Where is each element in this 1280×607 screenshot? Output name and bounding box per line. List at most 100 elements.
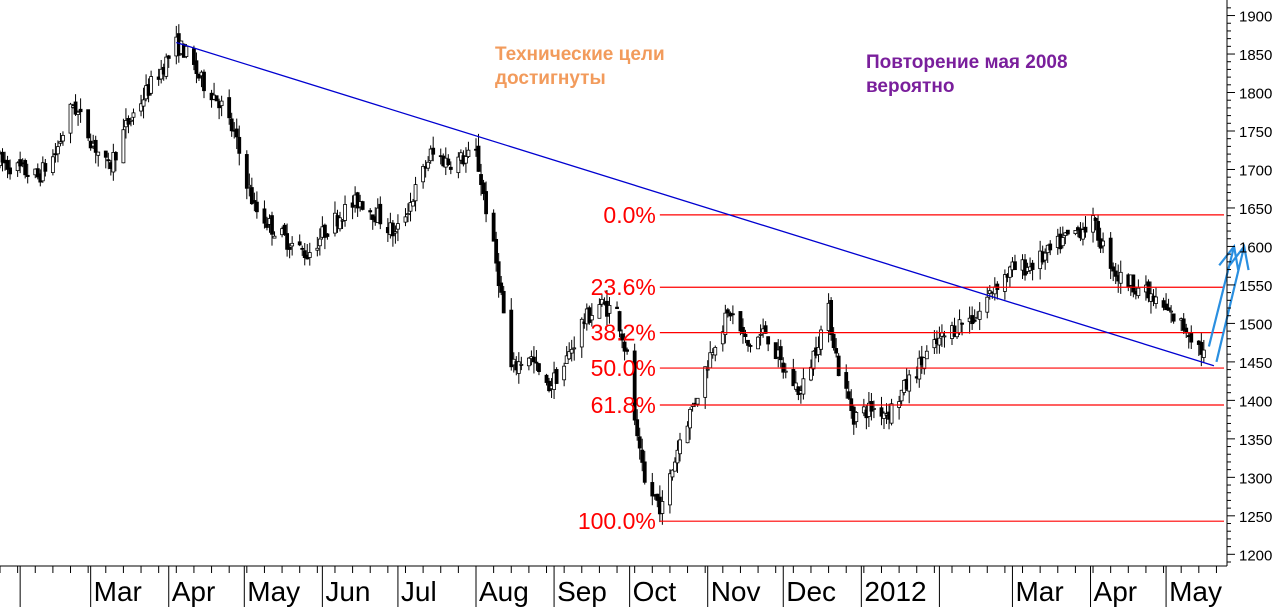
candle bbox=[290, 236, 295, 256]
candle bbox=[562, 362, 567, 387]
candle bbox=[265, 216, 269, 231]
candle bbox=[793, 370, 798, 392]
candle bbox=[491, 209, 496, 242]
y-tick-label: 1200 bbox=[1239, 547, 1272, 564]
candle bbox=[673, 457, 677, 472]
candle bbox=[622, 333, 627, 361]
candle bbox=[166, 54, 171, 68]
candle bbox=[537, 362, 541, 376]
candle bbox=[1101, 232, 1106, 254]
y-tick-label: 1600 bbox=[1239, 239, 1272, 256]
y-tick-label: 1650 bbox=[1239, 201, 1272, 218]
candle bbox=[229, 112, 234, 137]
candle bbox=[637, 427, 642, 460]
candle bbox=[421, 163, 426, 189]
candle bbox=[237, 125, 242, 166]
candle bbox=[86, 109, 91, 141]
x-tick-label: Apr bbox=[172, 576, 216, 607]
candle bbox=[572, 336, 577, 361]
candle bbox=[1136, 279, 1141, 299]
candle bbox=[854, 411, 859, 428]
candle bbox=[103, 150, 108, 169]
candle bbox=[106, 152, 111, 170]
candle bbox=[567, 342, 572, 360]
candle bbox=[408, 192, 413, 222]
candle bbox=[600, 294, 604, 307]
candle bbox=[564, 346, 569, 364]
candle bbox=[202, 69, 206, 99]
candle bbox=[1073, 230, 1078, 236]
y-tick-label: 1850 bbox=[1239, 47, 1272, 64]
candle bbox=[1060, 226, 1065, 249]
fib-level-label: 0.0% bbox=[603, 202, 655, 228]
candle bbox=[411, 198, 415, 207]
candle bbox=[723, 304, 728, 344]
candle bbox=[534, 350, 539, 371]
candle bbox=[262, 200, 267, 229]
candle bbox=[53, 143, 58, 163]
x-tick-label: Mar bbox=[1015, 576, 1063, 607]
candle bbox=[56, 140, 60, 163]
candle bbox=[748, 343, 753, 353]
candle bbox=[1002, 269, 1007, 300]
candle bbox=[1096, 214, 1100, 247]
candle bbox=[227, 89, 232, 125]
candle bbox=[40, 156, 45, 183]
candle bbox=[937, 326, 942, 354]
candle bbox=[811, 350, 816, 376]
candle bbox=[297, 234, 302, 247]
candle bbox=[816, 336, 821, 363]
candle bbox=[448, 161, 453, 175]
candle bbox=[844, 364, 849, 399]
candle bbox=[758, 324, 763, 346]
candle bbox=[516, 352, 521, 384]
candle bbox=[738, 311, 743, 336]
candle bbox=[615, 301, 619, 310]
candle bbox=[597, 298, 602, 319]
candle bbox=[889, 398, 894, 426]
x-tick-label: Jun bbox=[325, 576, 370, 607]
fib-level-label: 23.6% bbox=[591, 274, 656, 300]
candle bbox=[317, 228, 322, 256]
candle bbox=[1181, 313, 1186, 335]
candle bbox=[446, 154, 451, 167]
candle bbox=[431, 136, 436, 162]
candle bbox=[670, 469, 675, 481]
candle bbox=[496, 253, 501, 298]
candle bbox=[675, 440, 680, 473]
candle bbox=[955, 332, 959, 339]
candle bbox=[1131, 274, 1136, 298]
candle bbox=[1199, 332, 1204, 367]
fib-level-label: 100.0% bbox=[578, 508, 656, 534]
candle bbox=[219, 95, 224, 117]
candle bbox=[378, 196, 383, 230]
candle bbox=[819, 325, 823, 356]
candle bbox=[428, 145, 433, 164]
candle bbox=[1201, 339, 1206, 363]
candle bbox=[1189, 325, 1194, 349]
candle bbox=[569, 339, 574, 362]
candle bbox=[1108, 232, 1113, 280]
candle bbox=[678, 432, 682, 462]
candle bbox=[197, 73, 201, 81]
candle bbox=[456, 152, 461, 179]
candle bbox=[481, 179, 486, 201]
candle bbox=[403, 208, 408, 227]
y-tick-label: 1700 bbox=[1239, 162, 1272, 179]
fib-level-label: 50.0% bbox=[591, 355, 656, 381]
candle bbox=[338, 211, 342, 232]
x-tick-label: Aug bbox=[479, 576, 529, 607]
candle bbox=[1171, 313, 1176, 324]
candle bbox=[1048, 240, 1053, 256]
candle bbox=[1093, 217, 1098, 231]
candle bbox=[741, 318, 745, 344]
candle bbox=[1113, 262, 1118, 285]
x-tick-label: Dec bbox=[786, 576, 836, 607]
candle bbox=[464, 147, 468, 173]
candle bbox=[801, 368, 806, 400]
candle bbox=[756, 335, 760, 350]
x-tick-label: Mar bbox=[94, 576, 142, 607]
candle bbox=[35, 163, 40, 180]
candle bbox=[58, 132, 63, 147]
